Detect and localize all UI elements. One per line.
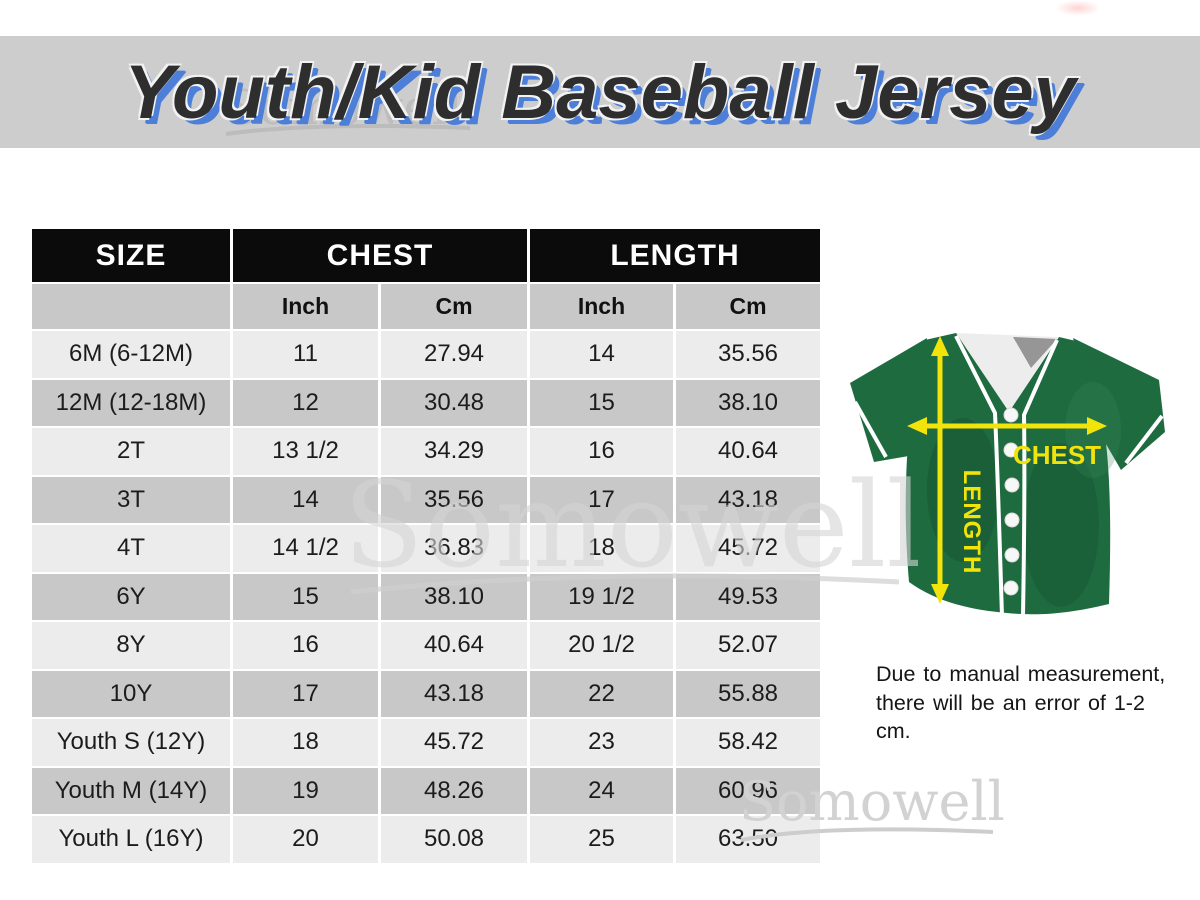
table-cell: 23 bbox=[530, 719, 673, 766]
table-row-size: 2T bbox=[32, 428, 230, 475]
table-cell: 17 bbox=[530, 476, 673, 523]
table-row-size: Youth M (14Y) bbox=[32, 767, 230, 814]
jersey-diagram: CHEST LENGTH bbox=[850, 333, 1165, 617]
note-line-2: there will be an error of 1-2 cm. bbox=[876, 690, 1145, 744]
right-sleeve-stripe-icon bbox=[1124, 414, 1164, 465]
table-cell: 55.88 bbox=[676, 670, 820, 717]
table-cell: 40.64 bbox=[676, 428, 820, 475]
table-cell: 63.50 bbox=[676, 816, 820, 863]
artifact-smudge bbox=[1055, 0, 1101, 16]
table-cell: 50.08 bbox=[381, 816, 527, 863]
table-row-size: 6M (6-12M) bbox=[32, 331, 230, 378]
length-label: LENGTH bbox=[958, 470, 985, 575]
table-row-size: 8Y bbox=[32, 622, 230, 669]
subheader-chest-inch: Inch bbox=[233, 284, 378, 329]
table-cell: 13 1/2 bbox=[233, 428, 378, 475]
table-row-size: 12M (12-18M) bbox=[32, 379, 230, 426]
table-cell: 15 bbox=[530, 379, 673, 426]
jersey-shading-left bbox=[927, 418, 999, 562]
column-header-size: SIZE bbox=[32, 229, 230, 282]
table-cell: 14 bbox=[233, 476, 378, 523]
table-cell: 48.26 bbox=[381, 767, 527, 814]
jersey-buttons bbox=[1003, 407, 1020, 596]
subheader-chest-cm: Cm bbox=[381, 284, 527, 329]
subheader-length-inch: Inch bbox=[530, 284, 673, 329]
table-cell: 17 bbox=[233, 670, 378, 717]
table-cell: 19 bbox=[233, 767, 378, 814]
chest-arrow bbox=[907, 417, 1107, 435]
table-cell: 24 bbox=[530, 767, 673, 814]
table-cell: 43.18 bbox=[676, 476, 820, 523]
table-row-size: 10Y bbox=[32, 670, 230, 717]
table-cell: 22 bbox=[530, 670, 673, 717]
table-cell: 15 bbox=[233, 573, 378, 620]
table-cell: 45.72 bbox=[381, 719, 527, 766]
table-cell: 14 1/2 bbox=[233, 525, 378, 572]
table-row-size: Youth S (12Y) bbox=[32, 719, 230, 766]
left-sleeve-stripe-icon bbox=[853, 401, 888, 458]
table-cell: 20 bbox=[233, 816, 378, 863]
table-row-size: 6Y bbox=[32, 573, 230, 620]
table-cell: 36.83 bbox=[381, 525, 527, 572]
table-cell: 38.10 bbox=[676, 379, 820, 426]
column-header-length: LENGTH bbox=[530, 229, 820, 282]
jersey-right-sleeve bbox=[1073, 338, 1165, 470]
table-cell: 12 bbox=[233, 379, 378, 426]
table-cell: 14 bbox=[530, 331, 673, 378]
table-cell: 30.48 bbox=[381, 379, 527, 426]
chest-label: CHEST bbox=[1013, 440, 1101, 470]
table-cell: 11 bbox=[233, 331, 378, 378]
subheader-length-cm: Cm bbox=[676, 284, 820, 329]
table-row-size: 4T bbox=[32, 525, 230, 572]
page-title: Youth/Kid Baseball Jersey bbox=[124, 49, 1076, 135]
table-cell: 40.64 bbox=[381, 622, 527, 669]
table-cell: 25 bbox=[530, 816, 673, 863]
title-banner: Somowell Youth/Kid Baseball Jersey bbox=[0, 36, 1200, 148]
jersey-body bbox=[905, 333, 1111, 615]
table-cell: 18 bbox=[530, 525, 673, 572]
table-cell: 34.29 bbox=[381, 428, 527, 475]
table-cell: 35.56 bbox=[676, 331, 820, 378]
table-cell: 18 bbox=[233, 719, 378, 766]
note-line-1: Due to manual measurement, bbox=[876, 662, 1166, 686]
column-header-chest: CHEST bbox=[233, 229, 527, 282]
table-cell: 52.07 bbox=[676, 622, 820, 669]
table-cell: 16 bbox=[233, 622, 378, 669]
table-cell: 45.72 bbox=[676, 525, 820, 572]
table-cell: 35.56 bbox=[381, 476, 527, 523]
table-cell: 49.53 bbox=[676, 573, 820, 620]
table-row-size: Youth L (16Y) bbox=[32, 816, 230, 863]
table-cell: 20 1/2 bbox=[530, 622, 673, 669]
table-cell: 38.10 bbox=[381, 573, 527, 620]
table-cell: 27.94 bbox=[381, 331, 527, 378]
jersey-collar-shadow bbox=[1013, 337, 1057, 368]
size-table: SIZE CHEST LENGTH Inch Cm Inch Cm 6M (6-… bbox=[32, 229, 820, 863]
table-cell: 43.18 bbox=[381, 670, 527, 717]
length-arrow bbox=[931, 336, 949, 604]
subheader-empty bbox=[32, 284, 230, 329]
table-cell: 60.96 bbox=[676, 767, 820, 814]
table-cell: 19 1/2 bbox=[530, 573, 673, 620]
measurement-note: Due to manual measurement, there will be… bbox=[876, 660, 1176, 746]
table-cell: 16 bbox=[530, 428, 673, 475]
table-row-size: 3T bbox=[32, 476, 230, 523]
jersey-shading-right bbox=[1023, 443, 1099, 607]
table-cell: 58.42 bbox=[676, 719, 820, 766]
